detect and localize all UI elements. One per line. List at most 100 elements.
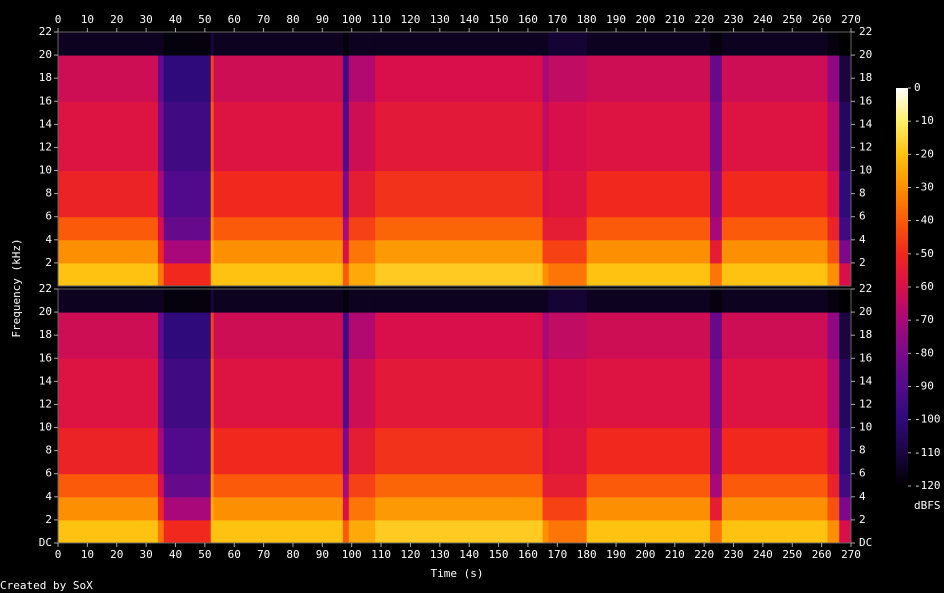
x-tick-label: 130 (430, 13, 450, 26)
spectrogram-cell (542, 262, 549, 287)
spectrogram-cell (58, 358, 159, 429)
x-tick-label: 40 (169, 13, 182, 26)
colorbar (896, 88, 908, 486)
spectrogram-cell (213, 358, 344, 429)
y-tick-label: 6 (859, 210, 866, 223)
spectrogram-cell (721, 427, 829, 475)
spectrogram-cell (710, 289, 723, 313)
y-tick-label: 16 (859, 351, 872, 364)
spectrogram-cell (827, 473, 840, 498)
channel-frame (57, 288, 852, 544)
y-tick-label: 8 (859, 444, 866, 457)
spectrogram-cell (375, 519, 544, 544)
y-tick-label: 8 (45, 444, 52, 457)
y-tick-label: 10 (859, 164, 872, 177)
spectrogram-cell (213, 55, 344, 102)
spectrogram-cell (213, 312, 344, 359)
spectrogram-cell (157, 262, 165, 287)
spectrogram-cell (839, 32, 852, 56)
spectrogram-cell (721, 473, 829, 498)
x-tick-label: 180 (577, 13, 597, 26)
spectrogram-cell (721, 101, 829, 172)
spectrogram-cell (710, 170, 723, 218)
y-tick-label: 18 (859, 328, 872, 341)
spectrogram-cell (210, 216, 215, 241)
y-tick-label: DC (859, 536, 872, 549)
spectrogram-cell (710, 55, 723, 102)
y-tick-label: 20 (859, 48, 872, 61)
spectrogram-cell (548, 427, 588, 475)
spectrogram-cell (710, 216, 723, 241)
spectrogram-cell (827, 289, 840, 313)
colorbar-tick-label: -30 (914, 181, 934, 194)
x-tick-label: 0 (55, 548, 62, 561)
spectrogram-cell (839, 239, 852, 264)
spectrogram-cell (58, 32, 159, 56)
x-tick-label: 100 (342, 548, 362, 561)
spectrogram-cell (163, 32, 212, 56)
y-tick-label: 6 (45, 467, 52, 480)
spectrogram-cell (548, 216, 588, 241)
footer: Created by SoX (0, 579, 93, 592)
colorbar-label: dBFS (914, 499, 941, 512)
spectrogram-cell (213, 32, 344, 56)
spectrogram-cell (710, 427, 723, 475)
spectrogram-cell (163, 358, 212, 429)
spectrogram-cell (721, 216, 829, 241)
spectrogram-cell (542, 170, 549, 218)
spectrogram-cell (827, 101, 840, 172)
spectrogram-cell (839, 473, 852, 498)
spectrogram-cell (157, 473, 165, 498)
spectrogram-cell (342, 519, 350, 544)
spectrogram-cell (342, 170, 350, 218)
spectrogram-cell (348, 32, 376, 56)
y-tick-label: 14 (859, 117, 873, 130)
spectrogram-cell (827, 216, 840, 241)
spectrogram-cell (157, 239, 165, 264)
spectrogram-cell (157, 55, 165, 102)
spectrogram-cell (839, 262, 852, 287)
spectrogram-cell (827, 170, 840, 218)
spectrogram-cell (542, 496, 549, 521)
y-tick-label: 4 (859, 233, 866, 246)
spectrogram-cell (210, 496, 215, 521)
x-tick-label: 70 (257, 13, 270, 26)
spectrogram-cell (342, 473, 350, 498)
spectrogram-cell (586, 262, 711, 287)
spectrogram-cell (348, 101, 376, 172)
x-tick-label: 10 (81, 13, 94, 26)
x-tick-label: 90 (316, 548, 329, 561)
spectrogram-cell (839, 170, 852, 218)
spectrogram-cell (163, 496, 212, 521)
spectrogram-cell (157, 289, 165, 313)
x-tick-label: 250 (782, 548, 802, 561)
spectrogram-cell (213, 101, 344, 172)
spectrogram-cell (163, 101, 212, 172)
y-tick-label: 4 (859, 490, 866, 503)
x-tick-label: 120 (401, 13, 421, 26)
y-tick-label: 20 (39, 48, 52, 61)
spectrogram-cell (542, 216, 549, 241)
x-tick-label: 230 (724, 13, 744, 26)
colorbar-tick-label: -60 (914, 280, 934, 293)
spectrogram-cell (348, 170, 376, 218)
spectrogram-cell (839, 101, 852, 172)
spectrogram-cell (375, 262, 544, 287)
spectrogram-cell (710, 312, 723, 359)
x-tick-label: 210 (665, 13, 685, 26)
spectrogram-cell (375, 32, 544, 56)
x-tick-label: 150 (489, 13, 509, 26)
spectrogram-cell (710, 519, 723, 544)
colorbar-tick-label: -70 (914, 313, 934, 326)
spectrogram-cell (710, 262, 723, 287)
spectrogram-cell (542, 427, 549, 475)
x-tick-label: 50 (198, 548, 211, 561)
spectrogram-cell (342, 32, 350, 56)
spectrogram-cell (210, 32, 215, 56)
spectrogram-cell (586, 519, 711, 544)
y-tick-label: 10 (859, 421, 872, 434)
spectrogram-cell (586, 216, 711, 241)
spectrogram-cell (163, 262, 212, 287)
spectrogram-cell (348, 289, 376, 313)
